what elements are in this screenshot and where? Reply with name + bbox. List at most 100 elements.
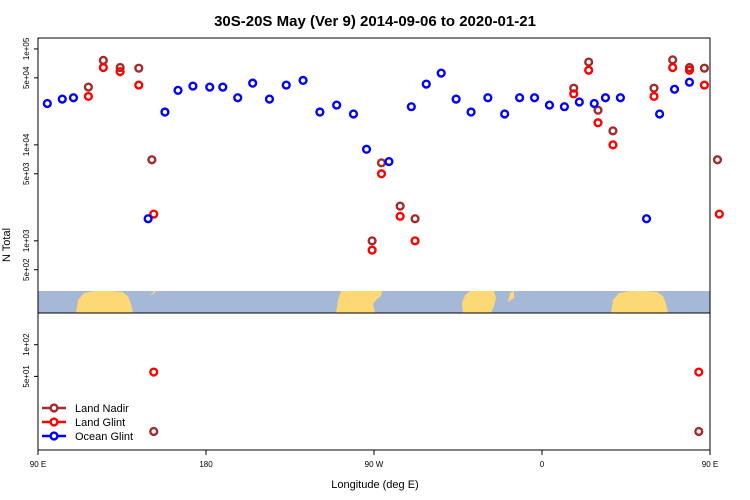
ocean-glint-point <box>361 144 372 154</box>
ocean-glint-point <box>57 94 67 104</box>
ocean-glint-point <box>160 107 170 117</box>
land-nadir-point <box>376 158 387 168</box>
legend-marker-ocean-glint <box>49 431 59 441</box>
land-nadir-point <box>115 62 125 73</box>
bottom-y-axis: 5e+01 1e+02 <box>22 333 38 388</box>
land-glint-point <box>593 118 603 128</box>
land-glint-point <box>115 67 125 77</box>
ocean-glint-point <box>264 94 275 104</box>
ocean-glint-point <box>68 93 79 103</box>
land-glint-point <box>684 65 695 75</box>
x-tick-label: 0 <box>540 460 545 469</box>
bottom-points <box>149 367 704 437</box>
ocean-glint-point <box>384 156 394 167</box>
land-new-zealand <box>150 291 156 296</box>
y-tick-label: 1e+04 <box>22 133 31 156</box>
legend: Land Nadir Land Glint Ocean Glint <box>42 403 133 443</box>
ocean-glint-point <box>143 214 153 224</box>
y-tick-label: 1e+05 <box>22 37 31 60</box>
ocean-glint-point <box>348 109 359 119</box>
land-glint-point <box>83 91 94 102</box>
land-glint-point <box>668 62 678 73</box>
ocean-glint-point <box>483 93 493 103</box>
ocean-glint-point <box>451 94 461 104</box>
ocean-glint-point <box>218 82 228 92</box>
ocean-glint-point <box>188 81 198 91</box>
y-tick-label: 5e+04 <box>22 66 31 89</box>
land-glint-point <box>395 211 405 221</box>
land-south-america <box>336 291 382 313</box>
x-axis-label: Longitude (deg E) <box>331 479 418 491</box>
x-tick-label: 90 W <box>365 460 384 469</box>
ocean-glint-point <box>248 78 258 88</box>
land-glint-point <box>367 245 377 255</box>
ocean-glint-point <box>500 109 510 119</box>
land-glint-point <box>376 169 387 179</box>
ocean-glint-point <box>589 98 599 109</box>
land-nadir-point <box>699 63 710 73</box>
legend-label-land-glint: Land Glint <box>75 417 125 429</box>
legend-label-ocean-glint: Ocean Glint <box>75 431 133 443</box>
ocean-glint-point <box>466 107 476 117</box>
land-glint-point <box>410 236 420 246</box>
top-plot-frame <box>37 37 711 314</box>
ocean-glint-point <box>205 82 215 92</box>
land-glint-point <box>569 89 579 99</box>
map-background-strip <box>38 291 710 313</box>
ocean-glint-point <box>615 93 626 103</box>
ocean-glint-point <box>684 77 695 87</box>
land-nadir-point <box>712 155 723 165</box>
ocean-glint-point <box>298 75 308 85</box>
land-nadir-point <box>694 426 704 437</box>
land-glint-point <box>149 367 159 377</box>
land-glint-point <box>134 80 144 90</box>
y-tick-label: 5e+03 <box>22 162 31 185</box>
chart-title: 30S-20S May (Ver 9) 2014-09-06 to 2020-0… <box>214 13 536 30</box>
land-glint-point <box>608 140 618 150</box>
land-glint-point <box>694 367 704 377</box>
land-australia-west <box>76 291 133 313</box>
ocean-glint-point <box>559 102 570 112</box>
ocean-glint-point <box>600 93 611 103</box>
land-africa <box>462 291 496 313</box>
y-tick-label: 1e+02 <box>22 333 31 356</box>
land-nadir-point <box>649 83 659 93</box>
land-glint-point <box>699 80 710 90</box>
top-y-axis: 5e+02 1e+03 5e+03 1e+04 5e+04 1e+05 <box>22 37 38 281</box>
top-panel: 5e+02 1e+03 5e+03 1e+04 5e+04 1e+05 <box>22 37 724 314</box>
land-nadir-point <box>584 57 594 67</box>
legend-marker-land-nadir <box>49 403 59 413</box>
land-nadir-point <box>668 55 678 65</box>
land-nadir-point <box>98 55 108 65</box>
ocean-glint-point <box>281 80 291 90</box>
legend-marker-land-glint <box>49 417 59 427</box>
x-tick-label: 90 E <box>30 460 46 469</box>
land-nadir-point <box>608 126 618 136</box>
land-nadir-point <box>134 63 144 73</box>
land-nadir-point <box>149 426 159 437</box>
ocean-glint-point <box>654 109 665 119</box>
land-nadir-point <box>395 201 405 211</box>
ocean-glint-point <box>574 97 584 107</box>
y-tick-label: 5e+01 <box>22 365 31 388</box>
x-tick-label: 90 E <box>702 460 718 469</box>
land-nadir-point <box>593 105 603 115</box>
y-tick-label: 1e+03 <box>22 229 31 252</box>
land-nadir-point <box>147 155 157 165</box>
land-glint-point <box>649 91 659 102</box>
bottom-panel: 5e+01 1e+02 <box>22 312 711 451</box>
ocean-glint-point <box>669 84 680 94</box>
legend-label-land-nadir: Land Nadir <box>75 403 129 415</box>
ocean-glint-point <box>529 93 540 103</box>
ocean-glint-point <box>641 214 652 224</box>
ocean-glint-point <box>332 100 342 110</box>
ocean-glint-point <box>544 100 555 110</box>
land-glint-point <box>149 209 159 219</box>
ocean-glint-point <box>514 93 525 103</box>
ocean-glint-point <box>233 93 243 103</box>
top-points <box>42 55 724 255</box>
ocean-glint-point <box>436 68 446 78</box>
ocean-glint-point <box>421 79 431 89</box>
land-australia-east <box>611 291 668 313</box>
